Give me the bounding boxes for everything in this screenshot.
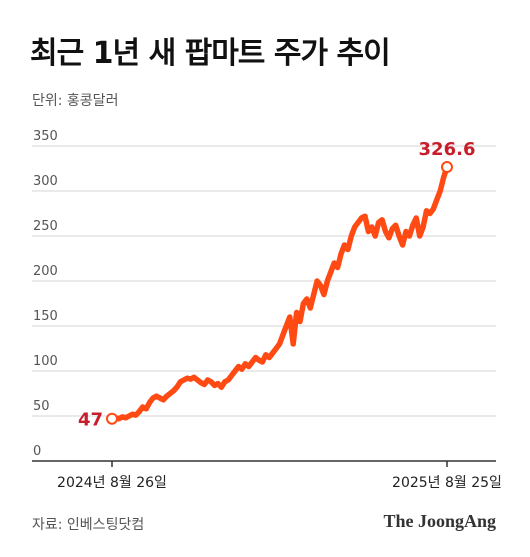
publisher-logo: The JoongAng (383, 511, 496, 531)
y-tick-label: 100 (33, 354, 58, 369)
x-tick-label: 2024년 8월 26일 (57, 475, 167, 491)
end-value-label: 326.6 (419, 139, 476, 160)
y-tick-label: 50 (33, 399, 50, 414)
y-tick-label: 300 (33, 174, 58, 189)
y-tick-label: 200 (33, 264, 58, 279)
y-tick-label: 250 (33, 219, 58, 234)
y-tick-label: 150 (33, 309, 58, 324)
end-point-marker (441, 161, 453, 174)
x-tick-label: 2025년 8월 25일 (392, 475, 502, 491)
start-point-marker (106, 412, 118, 425)
series-line (109, 164, 450, 422)
chart-title: 최근 1년 새 팝마트 주가 추이 (30, 36, 391, 71)
source-note: 자료: 인베스팅닷컴 (32, 517, 145, 533)
unit-label: 단위: 홍콩달러 (32, 93, 119, 109)
y-tick-label: 0 (33, 444, 41, 459)
start-value-label: 47 (78, 410, 103, 431)
y-tick-label: 350 (33, 129, 58, 144)
